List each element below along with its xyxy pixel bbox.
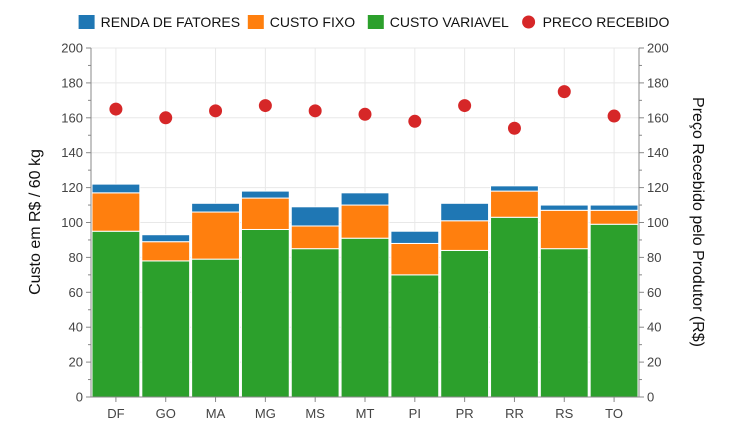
left-y-tick-label-40: 40 (69, 320, 83, 335)
price-point-PR (458, 99, 472, 113)
price-point-MA (209, 104, 223, 118)
bar-PR-custo-variavel (440, 249, 490, 398)
left-y-tick-label-60: 60 (69, 285, 83, 300)
right-y-tick-label-180: 180 (647, 75, 669, 90)
bar-MA-custo-fixo (191, 211, 240, 260)
bar-MA-custo-variavel (191, 258, 240, 398)
left-y-ticks: 0 20 40 60 80 100 120 140 160 180 200 (61, 41, 91, 405)
x-tick-label-PI: PI (409, 406, 421, 421)
legend-label-renda-de-fatores: RENDA DE FATORES (101, 14, 241, 30)
legend-marker-renda-de-fatores (78, 15, 95, 29)
x-tick-label-MA: MA (206, 406, 226, 421)
bar-MT-renda-de-fatores (340, 192, 390, 206)
legend-label-custo-variavel: CUSTO VARIAVEL (390, 14, 509, 30)
price-point-DF (109, 102, 123, 116)
right-y-tick-label-20: 20 (647, 355, 661, 370)
bar-PI-custo-fixo (390, 242, 440, 276)
x-tick-label-DF: DF (107, 406, 124, 421)
bar-MS-custo-fixo (290, 225, 340, 250)
legend-marker-preco-recebido (522, 15, 536, 29)
right-y-tick-label-200: 200 (647, 41, 669, 56)
legend-label-preco-recebido: PRECO RECEBIDO (543, 14, 670, 30)
bar-PR-renda-de-fatores (440, 202, 490, 222)
legend-marker-custo-fixo (247, 15, 264, 29)
right-y-tick-label-60: 60 (647, 285, 661, 300)
left-y-axis-title: Custo em R$ / 60 kg (27, 149, 44, 295)
x-tick-label-MT: MT (356, 406, 375, 421)
bar-MT-custo-variavel (340, 237, 390, 398)
bar-TO-custo-fixo (589, 209, 639, 225)
left-y-tick-label-140: 140 (61, 145, 83, 160)
right-y-tick-label-160: 160 (647, 110, 669, 125)
bars (91, 183, 639, 398)
x-tick-label-TO: TO (605, 406, 623, 421)
bar-MT-custo-fixo (340, 204, 390, 239)
right-y-tick-label-0: 0 (647, 390, 654, 405)
bar-RR-custo-fixo (490, 190, 539, 218)
x-ticks: DF GO MA MG MS MT PI PR RR RS TO (107, 397, 623, 421)
price-points (109, 85, 621, 135)
right-y-tick-label-140: 140 (647, 145, 669, 160)
price-point-RS (557, 85, 571, 99)
right-y-tick-label-100: 100 (647, 215, 669, 230)
bar-PI-custo-variavel (390, 274, 440, 398)
x-tick-label-RS: RS (555, 406, 573, 421)
right-y-tick-label-40: 40 (647, 320, 661, 335)
left-y-tick-label-80: 80 (69, 250, 83, 265)
x-tick-label-RR: RR (505, 406, 524, 421)
bar-RS-custo-fixo (539, 209, 589, 250)
bar-MA-renda-de-fatores (191, 202, 240, 213)
bar-DF-custo-fixo (91, 192, 141, 232)
right-y-ticks: 0 20 40 60 80 100 120 140 160 180 200 (639, 41, 669, 405)
bar-MS-custo-variavel (290, 248, 340, 398)
bar-PI-renda-de-fatores (390, 230, 440, 244)
bar-DF-custo-variavel (91, 230, 141, 398)
x-tick-label-GO: GO (156, 406, 176, 421)
price-point-MG (258, 99, 272, 113)
bar-GO-renda-de-fatores (141, 234, 191, 243)
legend-marker-custo-variavel (367, 15, 384, 29)
bar-RS-renda-de-fatores (539, 204, 589, 211)
right-y-axis-title: Preço Recebido pelo Produtor (R$) (689, 97, 706, 347)
legend-label-custo-fixo: CUSTO FIXO (270, 14, 355, 30)
left-y-tick-label-100: 100 (61, 215, 83, 230)
left-y-tick-label-120: 120 (61, 180, 83, 195)
right-y-tick-label-120: 120 (647, 180, 669, 195)
left-y-tick-label-20: 20 (69, 355, 83, 370)
price-point-GO (159, 111, 173, 125)
left-y-tick-label-160: 160 (61, 110, 83, 125)
left-y-tick-label-180: 180 (61, 75, 83, 90)
bar-GO-custo-fixo (141, 241, 191, 262)
left-y-tick-label-0: 0 (76, 390, 83, 405)
price-point-PI (408, 114, 422, 128)
bar-DF-renda-de-fatores (91, 183, 141, 194)
price-point-TO (607, 109, 621, 123)
bar-RS-custo-variavel (539, 248, 589, 398)
price-point-MT (358, 107, 372, 121)
price-point-RR (507, 121, 521, 135)
bar-MG-custo-fixo (240, 197, 290, 230)
left-y-tick-label-200: 200 (61, 41, 83, 56)
bar-RR-custo-variavel (490, 216, 539, 398)
legend: RENDA DE FATORES CUSTO FIXO CUSTO VARIAVEL… (78, 14, 670, 30)
x-tick-label-PR: PR (456, 406, 474, 421)
bar-PR-custo-fixo (440, 220, 490, 251)
bar-MS-renda-de-fatores (290, 206, 340, 227)
right-y-tick-label-80: 80 (647, 250, 661, 265)
bar-GO-custo-variavel (141, 260, 191, 398)
bar-MG-renda-de-fatores (240, 190, 290, 199)
bar-TO-custo-variavel (589, 223, 639, 398)
x-tick-label-MS: MS (305, 406, 325, 421)
x-tick-label-MG: MG (255, 406, 276, 421)
bar-MG-custo-variavel (240, 228, 290, 398)
bar-RR-renda-de-fatores (490, 185, 539, 192)
bar-TO-renda-de-fatores (589, 204, 639, 211)
price-point-MS (308, 104, 322, 118)
